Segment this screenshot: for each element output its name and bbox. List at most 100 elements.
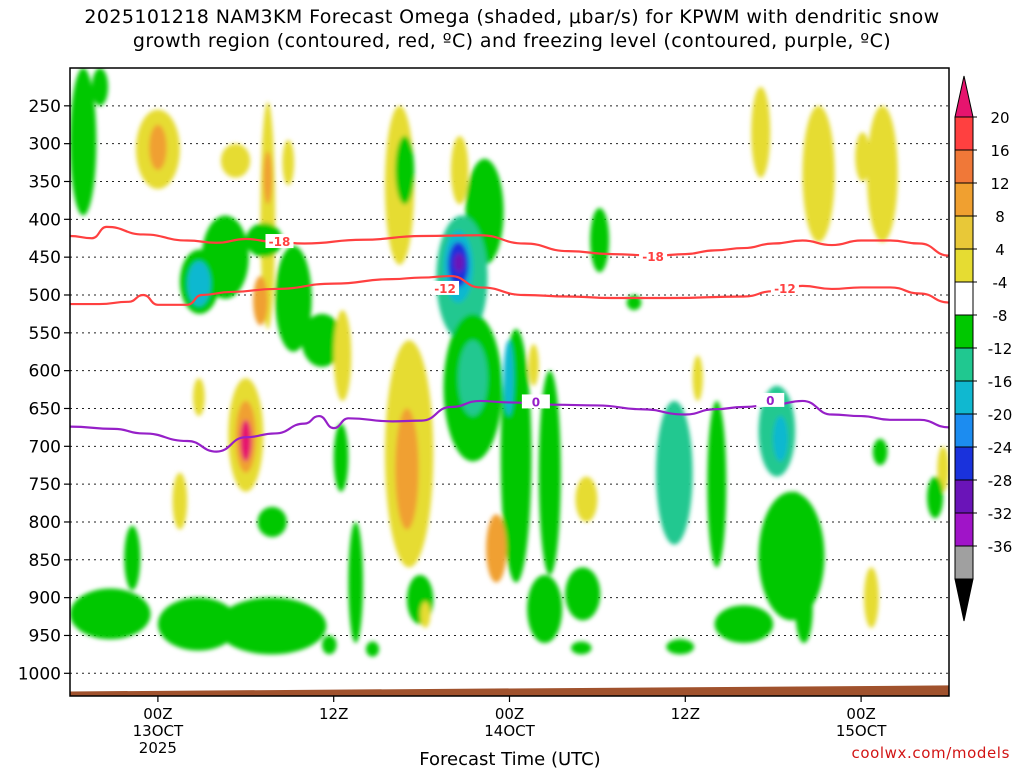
omega-region-43	[802, 105, 835, 243]
colorbar-label-13: -36	[988, 538, 1013, 556]
y-tick-label-1000: 1000	[18, 664, 61, 684]
terrain-fill	[70, 685, 949, 696]
omega-region-11	[260, 102, 276, 330]
colorbar-label-11: -28	[988, 472, 1013, 490]
colorbar-label-10: -24	[988, 439, 1013, 457]
omega-region-52	[692, 355, 703, 401]
omega-region-45	[855, 132, 870, 182]
y-tick-label-900: 900	[29, 589, 61, 609]
terrain-band	[70, 685, 949, 696]
omega-region-34	[528, 344, 539, 386]
omega-region-0	[70, 68, 97, 216]
omega-region-55	[172, 472, 188, 530]
colorbar-swatch-5	[954, 281, 974, 316]
site-credit: coolwx.com/models	[851, 744, 1010, 762]
colorbar-swatch-10	[954, 446, 974, 481]
omega-low-level-5	[348, 521, 363, 644]
omega-low-level-2	[157, 597, 239, 651]
y-tick-label-600: 600	[29, 362, 61, 382]
colorbar-swatch-3	[954, 215, 974, 250]
colorbar-label-9: -20	[988, 406, 1013, 424]
colorbar-legend: 20 16 12 8 4 -4 -8 -12 -16 -20 -24 -28 -32 -36	[954, 75, 1013, 622]
freezing-level-label-bg-0	[521, 394, 550, 409]
omega-low-level-7	[420, 601, 431, 628]
colorbar-label-5: -4	[993, 274, 1008, 292]
omega-region-15	[275, 245, 312, 352]
colorbar-swatch-0	[954, 116, 974, 151]
omega-region-46	[937, 446, 949, 492]
freezing-level-label-1: 0	[766, 394, 774, 408]
dgz-bottom-line	[70, 274, 949, 306]
omega-region-36	[590, 207, 610, 273]
omega-region-49	[872, 438, 888, 466]
x-tick-label-48-1: 15OCT	[836, 722, 887, 740]
dgz-top-line	[70, 225, 949, 257]
omega-region-13	[253, 276, 268, 326]
omega-low-level-9	[565, 567, 601, 621]
y-tick-label-500: 500	[29, 286, 61, 306]
colorbar-label-3: 8	[995, 208, 1005, 226]
omega-region-10	[220, 143, 251, 178]
colorbar-swatch-7	[954, 347, 974, 382]
colorbar-label-4: 4	[995, 241, 1005, 259]
colorbar-swatch-4	[954, 248, 974, 283]
colorbar-swatch-9	[954, 413, 974, 448]
omega-low-level-15	[666, 639, 695, 655]
colorbar-swatch-8	[954, 380, 974, 415]
omega-region-1	[91, 68, 109, 106]
x-tick-label-0-1: 13OCT	[133, 722, 184, 740]
omega-region-50	[787, 491, 803, 515]
freezing-level-label-bg-1	[756, 392, 785, 407]
x-tick-label-48-0: 00Z	[846, 705, 875, 723]
omega-region-47	[927, 476, 944, 519]
y-tick-label-800: 800	[29, 513, 61, 533]
y-tick-label-450: 450	[29, 248, 61, 268]
omega-low-level-8	[527, 574, 563, 644]
y-tick-label-350: 350	[29, 172, 61, 192]
chart-title-line-1: 2025101218 NAM3KM Forecast Omega (shaded…	[84, 6, 940, 28]
colorbar-label-2: 12	[990, 175, 1009, 193]
omega-low-level-3	[216, 597, 327, 655]
colorbar-bottom-arrow	[954, 578, 974, 622]
colorbar-swatch-13	[954, 545, 974, 580]
dgz-bottom-label-0: -12	[434, 282, 456, 296]
y-tick-label-750: 750	[29, 475, 61, 495]
omega-region-54	[486, 514, 507, 583]
colorbar-label-1: 16	[990, 142, 1009, 160]
freezing-level-label-0: 0	[532, 395, 540, 409]
omega-region-33	[503, 340, 514, 417]
y-tick-label-850: 850	[29, 551, 61, 571]
omega-region-37	[707, 400, 727, 568]
omega-region-48	[864, 567, 879, 628]
omega-low-level-10	[714, 605, 774, 644]
omega-region-17	[282, 139, 295, 186]
y-tick-label-400: 400	[29, 210, 61, 230]
x-tick-label-12-0: 12Z	[319, 705, 348, 723]
temperature-contours: -18 -18 -12 -12 0 0	[70, 225, 949, 453]
omega-region-56	[193, 378, 205, 417]
y-axis: 250 300 350 400 450 500 550 600 650 700 750 800 850 9…	[18, 97, 70, 684]
omega-region-41	[773, 416, 788, 462]
colorbar-label-6: -8	[993, 307, 1008, 325]
omega-region-12	[263, 151, 273, 205]
omega-low-level-14	[571, 641, 592, 655]
colorbar-label-8: -16	[988, 373, 1013, 391]
dgz-top-label-bg-1	[639, 249, 668, 264]
y-tick-label-650: 650	[29, 399, 61, 419]
colorbar-swatch-1	[954, 149, 974, 184]
omega-low-level-0	[70, 588, 151, 640]
omega-region-16	[301, 313, 343, 367]
omega-low-level-13	[365, 641, 380, 657]
x-tick-label-24-0: 00Z	[495, 705, 524, 723]
chart-title-line-2: growth region (contoured, red, ºC) and f…	[132, 30, 892, 52]
colorbar-swatch-2	[954, 182, 974, 217]
omega-region-29	[453, 253, 465, 273]
omega-region-3	[149, 124, 167, 171]
x-tick-label-24-1: 14OCT	[484, 722, 535, 740]
omega-region-9	[239, 419, 252, 462]
colorbar-label-0: 20	[990, 109, 1009, 127]
x-tick-label-36-0: 12Z	[671, 705, 700, 723]
freezing-level-line	[70, 399, 949, 453]
colorbar-swatch-6	[954, 314, 974, 349]
